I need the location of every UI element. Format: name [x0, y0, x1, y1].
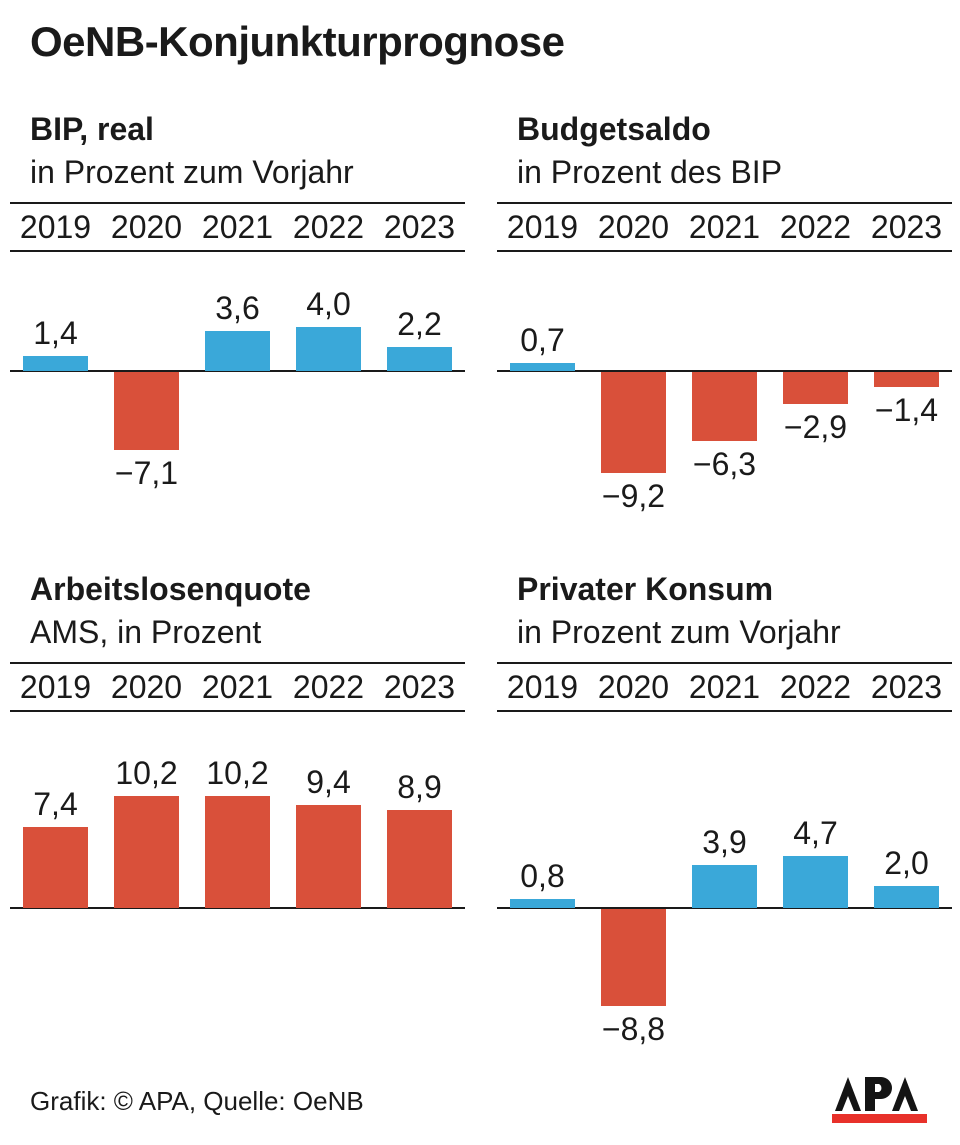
year-label: 2021: [201, 208, 274, 245]
chart-panel-budgetsaldo: Budgetsaldo in Prozent des BIP 2019 2020 2…: [497, 108, 952, 552]
bar-2019: [23, 827, 88, 908]
bar-2023: [874, 886, 939, 908]
bar-value-label: −7,1: [114, 455, 179, 491]
page-title: OeNB-Konjunkturprognose: [30, 18, 565, 65]
chart-title: Privater Konsum: [517, 571, 774, 607]
chart-panel-privater-konsum: Privater Konsum in Prozent zum Vorjahr 2…: [497, 568, 952, 1047]
bar-value-label: −8,8: [601, 1011, 666, 1047]
bar-2022: [783, 372, 848, 404]
chart-title: Arbeitslosenquote: [30, 571, 311, 607]
bar-value-label: 2,0: [884, 845, 929, 881]
year-label: 2023: [870, 668, 943, 705]
year-label: 2019: [506, 208, 579, 245]
bar-value-label: 4,7: [793, 815, 838, 851]
years-header-row: 2019 2020 2021 2022 2023: [10, 664, 465, 710]
years-header-row: 2019 2020 2021 2022 2023: [10, 204, 465, 250]
bar-value-label: 9,4: [306, 764, 351, 800]
bar-value-label: −1,4: [874, 392, 939, 428]
year-label: 2022: [779, 668, 852, 705]
year-label: 2019: [19, 208, 92, 245]
bar-value-label: 3,9: [702, 824, 747, 860]
divider-line: [10, 202, 465, 204]
apa-logo: [832, 1077, 927, 1123]
chart-panel-bip: BIP, real in Prozent zum Vorjahr 2019 202…: [10, 108, 465, 552]
divider-line: [497, 662, 952, 664]
bar-2020: [601, 909, 666, 1006]
divider-line: [10, 250, 465, 252]
year-label: 2020: [597, 668, 670, 705]
bar-value-label: −6,3: [692, 446, 757, 482]
bar-value-label: −9,2: [601, 478, 666, 514]
bar-value-label: 2,2: [397, 306, 442, 342]
bar-value-label: 0,7: [520, 322, 565, 358]
bar-2023: [387, 810, 452, 908]
year-label: 2023: [383, 668, 456, 705]
apa-red-bar: [832, 1114, 927, 1123]
divider-line: [497, 250, 952, 252]
bar-2019: [23, 356, 88, 371]
bar-2020: [114, 372, 179, 450]
axis-baseline: [497, 907, 952, 909]
chart-subtitle: in Prozent zum Vorjahr: [517, 614, 841, 650]
bar-2020: [114, 796, 179, 908]
axis-baseline: [10, 370, 465, 372]
bar-value-label: 10,2: [115, 755, 178, 791]
year-label: 2023: [870, 208, 943, 245]
bar-2023: [387, 347, 452, 371]
bar-2019: [510, 363, 575, 371]
chart-title: BIP, real: [30, 111, 154, 147]
plot-area: 1,4 −7,1 3,6 4,0 2,2: [10, 252, 465, 552]
footer-credit: Grafik: © APA, Quelle: OeNB: [30, 1086, 364, 1116]
divider-line: [497, 202, 952, 204]
apa-letters: [835, 1077, 918, 1111]
plot-area: 7,4 10,2 10,2 9,4 8,9: [10, 712, 465, 1047]
year-label: 2020: [110, 208, 183, 245]
year-label: 2023: [383, 208, 456, 245]
year-label: 2021: [688, 668, 761, 705]
bar-value-label: 1,4: [33, 315, 78, 351]
bar-2022: [296, 805, 361, 908]
bar-2020: [601, 372, 666, 473]
chart-title: Budgetsaldo: [517, 111, 711, 147]
bar-2021: [205, 331, 270, 371]
bar-2019: [510, 899, 575, 908]
bar-2021: [692, 372, 757, 441]
years-header-row: 2019 2020 2021 2022 2023: [497, 664, 952, 710]
chart-subtitle: AMS, in Prozent: [30, 614, 262, 650]
divider-line: [10, 662, 465, 664]
bar-value-label: 0,8: [520, 858, 565, 894]
chart-panel-arbeitslosenquote: Arbeitslosenquote AMS, in Prozent 2019 20…: [10, 568, 465, 1047]
plot-area: 0,7 −9,2 −6,3 −2,9 −1,4: [497, 252, 952, 552]
year-label: 2019: [506, 668, 579, 705]
axis-baseline: [497, 370, 952, 372]
chart-subtitle: in Prozent zum Vorjahr: [30, 154, 354, 190]
bar-2021: [692, 865, 757, 908]
years-header-row: 2019 2020 2021 2022 2023: [497, 204, 952, 250]
plot-area: 0,8 −8,8 3,9 4,7 2,0: [497, 712, 952, 1047]
year-label: 2021: [688, 208, 761, 245]
bar-value-label: 4,0: [306, 286, 351, 322]
chart-subtitle: in Prozent des BIP: [517, 154, 783, 190]
bar-2022: [296, 327, 361, 371]
divider-line: [497, 710, 952, 712]
bar-value-label: 8,9: [397, 769, 442, 805]
bar-value-label: 3,6: [215, 290, 260, 326]
year-label: 2019: [19, 668, 92, 705]
bar-2022: [783, 856, 848, 908]
bar-value-label: −2,9: [783, 409, 848, 445]
year-label: 2022: [292, 208, 365, 245]
bar-value-label: 7,4: [33, 786, 78, 822]
bar-2021: [205, 796, 270, 908]
year-label: 2021: [201, 668, 274, 705]
year-label: 2020: [110, 668, 183, 705]
axis-baseline: [10, 907, 465, 909]
year-label: 2022: [292, 668, 365, 705]
divider-line: [10, 710, 465, 712]
bar-value-label: 10,2: [206, 755, 269, 791]
year-label: 2022: [779, 208, 852, 245]
charts-grid: BIP, real in Prozent zum Vorjahr 2019 202…: [10, 108, 952, 1047]
year-label: 2020: [597, 208, 670, 245]
bar-2023: [874, 372, 939, 387]
